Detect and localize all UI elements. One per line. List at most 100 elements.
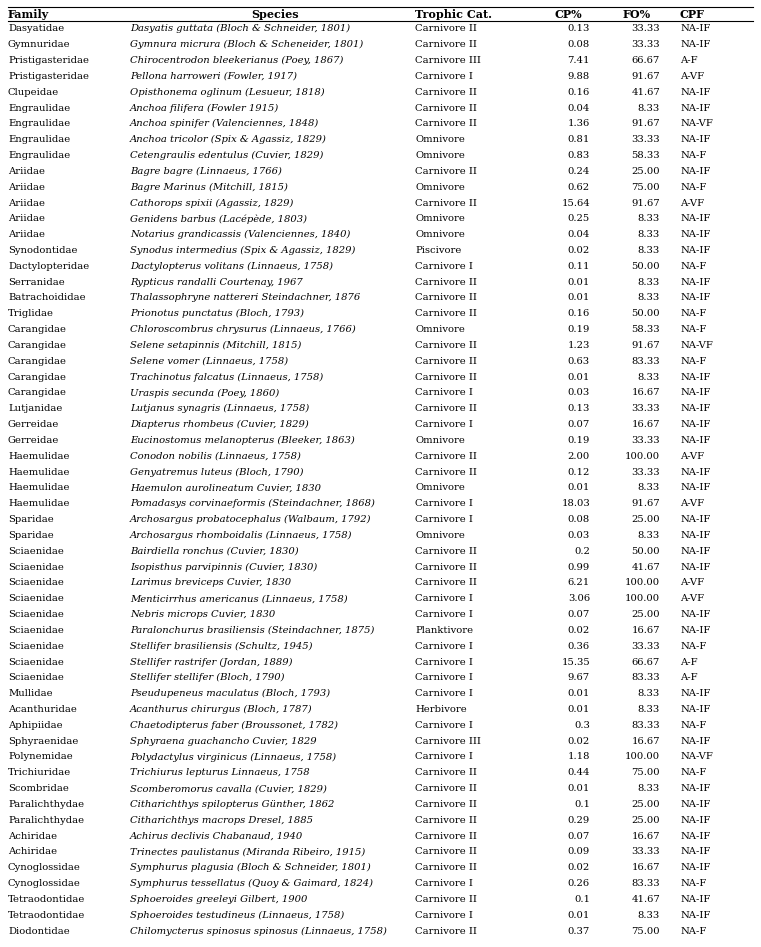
Text: 0.02: 0.02: [568, 864, 590, 872]
Text: 0.16: 0.16: [568, 88, 590, 97]
Text: NA-F: NA-F: [680, 926, 706, 936]
Text: Carnivore I: Carnivore I: [415, 499, 473, 509]
Text: 8.33: 8.33: [638, 689, 660, 698]
Text: Carnivore I: Carnivore I: [415, 689, 473, 698]
Text: Haemulidae: Haemulidae: [8, 468, 69, 476]
Text: Carnivore II: Carnivore II: [415, 468, 477, 476]
Text: 2.00: 2.00: [568, 452, 590, 461]
Text: 50.00: 50.00: [632, 261, 660, 271]
Text: Omnivore: Omnivore: [415, 531, 465, 540]
Text: 0.16: 0.16: [568, 310, 590, 318]
Text: Carnivore I: Carnivore I: [415, 610, 473, 619]
Text: Notarius grandicassis (Valenciennes, 1840): Notarius grandicassis (Valenciennes, 184…: [130, 230, 350, 240]
Text: Engraulidae: Engraulidae: [8, 103, 70, 113]
Text: Sphoeroides testudineus (Linnaeus, 1758): Sphoeroides testudineus (Linnaeus, 1758): [130, 911, 344, 920]
Text: NA-IF: NA-IF: [680, 546, 710, 556]
Text: Pseudupeneus maculatus (Bloch, 1793): Pseudupeneus maculatus (Bloch, 1793): [130, 689, 330, 698]
Text: NA-IF: NA-IF: [680, 277, 710, 287]
Text: 1.23: 1.23: [568, 341, 590, 350]
Text: NA-IF: NA-IF: [680, 25, 710, 33]
Text: Chloroscombrus chrysurus (Linnaeus, 1766): Chloroscombrus chrysurus (Linnaeus, 1766…: [130, 325, 355, 334]
Text: 0.03: 0.03: [568, 388, 590, 398]
Text: NA-IF: NA-IF: [680, 848, 710, 856]
Text: Planktivore: Planktivore: [415, 626, 473, 634]
Text: NA-VF: NA-VF: [680, 119, 713, 129]
Text: 1.18: 1.18: [568, 753, 590, 761]
Text: Carnivore II: Carnivore II: [415, 563, 477, 572]
Text: Achiridae: Achiridae: [8, 831, 57, 841]
Text: Tetraodontidae: Tetraodontidae: [8, 895, 85, 904]
Text: 0.08: 0.08: [568, 40, 590, 49]
Text: Carnivore I: Carnivore I: [415, 673, 473, 683]
Text: Serranidae: Serranidae: [8, 277, 65, 287]
Text: 0.19: 0.19: [568, 325, 590, 334]
Text: Polydactylus virginicus (Linnaeus, 1758): Polydactylus virginicus (Linnaeus, 1758): [130, 753, 336, 761]
Text: Isopisthus parvipinnis (Cuvier, 1830): Isopisthus parvipinnis (Cuvier, 1830): [130, 563, 317, 572]
Text: Carnivore II: Carnivore II: [415, 372, 477, 382]
Text: Achirus declivis Chabanaud, 1940: Achirus declivis Chabanaud, 1940: [130, 831, 303, 841]
Text: 0.1: 0.1: [574, 800, 590, 809]
Text: Sciaenidae: Sciaenidae: [8, 594, 64, 603]
Text: Carangidae: Carangidae: [8, 372, 67, 382]
Text: CPF: CPF: [680, 9, 705, 20]
Text: Acanthurus chirurgus (Bloch, 1787): Acanthurus chirurgus (Bloch, 1787): [130, 705, 313, 714]
Text: Engraulidae: Engraulidae: [8, 119, 70, 129]
Text: 0.37: 0.37: [568, 926, 590, 936]
Text: NA-IF: NA-IF: [680, 468, 710, 476]
Text: 83.33: 83.33: [632, 721, 660, 730]
Text: Sphyraenidae: Sphyraenidae: [8, 737, 78, 745]
Text: Omnivore: Omnivore: [415, 135, 465, 144]
Text: Tetraodontidae: Tetraodontidae: [8, 911, 85, 920]
Text: 33.33: 33.33: [632, 642, 660, 651]
Text: Pristigasteridae: Pristigasteridae: [8, 72, 89, 80]
Text: Carnivore I: Carnivore I: [415, 911, 473, 920]
Text: NA-IF: NA-IF: [680, 626, 710, 634]
Text: Archosargus rhomboidalis (Linnaeus, 1758): Archosargus rhomboidalis (Linnaeus, 1758…: [130, 531, 352, 540]
Text: NA-IF: NA-IF: [680, 135, 710, 144]
Text: Pomadasys corvinaeformis (Steindachner, 1868): Pomadasys corvinaeformis (Steindachner, …: [130, 499, 375, 509]
Text: Diodontidae: Diodontidae: [8, 926, 70, 936]
Text: Larimus breviceps Cuvier, 1830: Larimus breviceps Cuvier, 1830: [130, 579, 291, 587]
Text: A-F: A-F: [680, 673, 698, 683]
Text: A-VF: A-VF: [680, 594, 704, 603]
Text: NA-IF: NA-IF: [680, 388, 710, 398]
Text: Sciaenidae: Sciaenidae: [8, 579, 64, 587]
Text: A-VF: A-VF: [680, 579, 704, 587]
Text: 0.04: 0.04: [568, 103, 590, 113]
Text: Citharichthys macrops Dresel, 1885: Citharichthys macrops Dresel, 1885: [130, 815, 313, 825]
Text: Trichiurus lepturus Linnaeus, 1758: Trichiurus lepturus Linnaeus, 1758: [130, 768, 310, 777]
Text: Species: Species: [251, 9, 299, 20]
Text: Synodontidae: Synodontidae: [8, 246, 78, 255]
Text: Dasyatis guttata (Bloch & Schneider, 1801): Dasyatis guttata (Bloch & Schneider, 180…: [130, 25, 350, 33]
Text: 0.1: 0.1: [574, 895, 590, 904]
Text: A-VF: A-VF: [680, 199, 704, 207]
Text: Sciaenidae: Sciaenidae: [8, 626, 64, 634]
Text: Cynoglossidae: Cynoglossidae: [8, 864, 81, 872]
Text: Pellona harroweri (Fowler, 1917): Pellona harroweri (Fowler, 1917): [130, 72, 297, 80]
Text: Carangidae: Carangidae: [8, 357, 67, 366]
Text: 0.01: 0.01: [568, 911, 590, 920]
Text: 0.01: 0.01: [568, 372, 590, 382]
Text: Carnivore II: Carnivore II: [415, 579, 477, 587]
Text: Trophic Cat.: Trophic Cat.: [415, 9, 492, 20]
Text: 58.33: 58.33: [632, 151, 660, 160]
Text: Family: Family: [8, 9, 49, 20]
Text: 8.33: 8.33: [638, 911, 660, 920]
Text: Paralonchurus brasiliensis (Steindachner, 1875): Paralonchurus brasiliensis (Steindachner…: [130, 626, 374, 634]
Text: 33.33: 33.33: [632, 468, 660, 476]
Text: Cetengraulis edentulus (Cuvier, 1829): Cetengraulis edentulus (Cuvier, 1829): [130, 151, 323, 160]
Text: NA-IF: NA-IF: [680, 895, 710, 904]
Text: 16.67: 16.67: [632, 388, 660, 398]
Text: Carnivore I: Carnivore I: [415, 642, 473, 651]
Text: 33.33: 33.33: [632, 135, 660, 144]
Text: NA-F: NA-F: [680, 642, 706, 651]
Text: Synodus intermedius (Spix & Agassiz, 1829): Synodus intermedius (Spix & Agassiz, 182…: [130, 246, 355, 255]
Text: 91.67: 91.67: [632, 499, 660, 509]
Text: Omnivore: Omnivore: [415, 183, 465, 191]
Text: Omnivore: Omnivore: [415, 436, 465, 445]
Text: 50.00: 50.00: [632, 310, 660, 318]
Text: Gymnura micrura (Bloch & Scheneider, 1801): Gymnura micrura (Bloch & Scheneider, 180…: [130, 40, 363, 49]
Text: CP%: CP%: [554, 9, 582, 20]
Text: Carnivore II: Carnivore II: [415, 926, 477, 936]
Text: Prionotus punctatus (Bloch, 1793): Prionotus punctatus (Bloch, 1793): [130, 310, 304, 318]
